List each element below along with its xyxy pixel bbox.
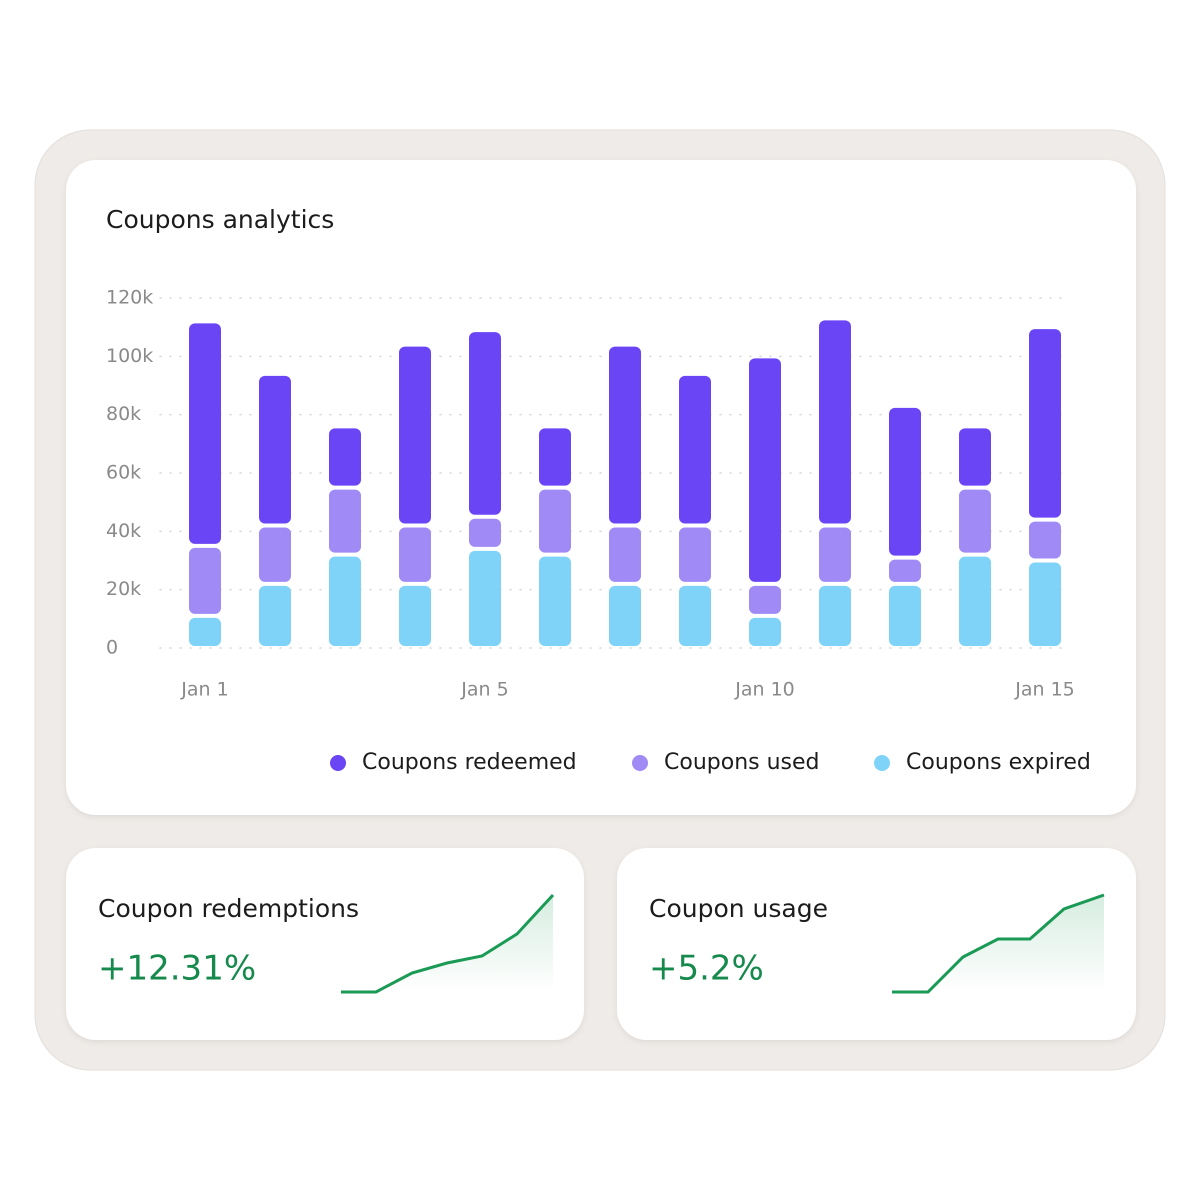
- bar-segment: [679, 527, 711, 582]
- bar-segment: [259, 585, 291, 646]
- bar-segment: [609, 527, 641, 582]
- legend-label: Coupons redeemed: [362, 750, 577, 775]
- legend-label: Coupons expired: [906, 750, 1091, 775]
- legend-swatch: [874, 755, 890, 771]
- sparkline: [341, 893, 555, 994]
- bar-segment: [1029, 329, 1061, 518]
- bar-segment: [469, 550, 501, 646]
- chart-card: [66, 160, 1136, 815]
- chart-title: Coupons analytics: [106, 205, 334, 234]
- bar-segment: [329, 428, 361, 486]
- bar-segment: [959, 556, 991, 646]
- x-tick-label: Jan 15: [1014, 679, 1075, 701]
- bar-segment: [399, 346, 431, 524]
- bar-segment: [539, 556, 571, 646]
- bar-segment: [749, 617, 781, 646]
- bar-segment: [469, 332, 501, 515]
- card-title: Coupon redemptions: [98, 894, 359, 923]
- legend-swatch: [632, 755, 648, 771]
- bar-segment: [679, 585, 711, 646]
- bar-segment: [959, 489, 991, 553]
- y-tick-label: 0: [106, 637, 118, 659]
- card-title: Coupon usage: [649, 894, 828, 923]
- bar-segment: [189, 547, 221, 614]
- bar-segment: [1029, 521, 1061, 559]
- card-value: +5.2%: [649, 949, 764, 989]
- bar-segment: [819, 527, 851, 582]
- sparkline: [892, 893, 1105, 994]
- bar-segment: [819, 320, 851, 524]
- y-tick-label: 80k: [106, 403, 141, 425]
- bar-segment: [189, 617, 221, 646]
- bar-segment: [259, 375, 291, 524]
- bar-segment: [679, 375, 711, 524]
- bar-segment: [259, 527, 291, 582]
- y-tick-label: 100k: [106, 345, 153, 367]
- y-tick-label: 20k: [106, 578, 141, 600]
- bar-segment: [749, 585, 781, 614]
- bar-segment: [889, 559, 921, 582]
- x-tick-label: Jan 10: [734, 679, 795, 701]
- bar-segment: [189, 323, 221, 544]
- y-tick-label: 40k: [106, 520, 141, 542]
- bar-segment: [539, 428, 571, 486]
- bar-segment: [889, 585, 921, 646]
- bar-segment: [819, 585, 851, 646]
- x-tick-label: Jan 5: [460, 679, 508, 701]
- bar-segment: [609, 346, 641, 524]
- bar-segment: [329, 556, 361, 646]
- card-value: +12.31%: [98, 949, 256, 989]
- bar-segment: [959, 428, 991, 486]
- bar-segment: [329, 489, 361, 553]
- bar-segment: [749, 358, 781, 582]
- bar-segment: [609, 585, 641, 646]
- bar-segment: [539, 489, 571, 553]
- sparkline-area: [892, 895, 1104, 992]
- bar-segment: [889, 407, 921, 556]
- bar-segment: [1029, 562, 1061, 646]
- legend-label: Coupons used: [664, 750, 820, 775]
- y-tick-label: 120k: [106, 287, 153, 309]
- legend-swatch: [330, 755, 346, 771]
- bar-segment: [399, 527, 431, 582]
- bar-segment: [469, 518, 501, 547]
- sparkline-area: [341, 895, 553, 992]
- y-tick-label: 60k: [106, 462, 141, 484]
- x-tick-label: Jan 1: [180, 679, 228, 701]
- bar-segment: [399, 585, 431, 646]
